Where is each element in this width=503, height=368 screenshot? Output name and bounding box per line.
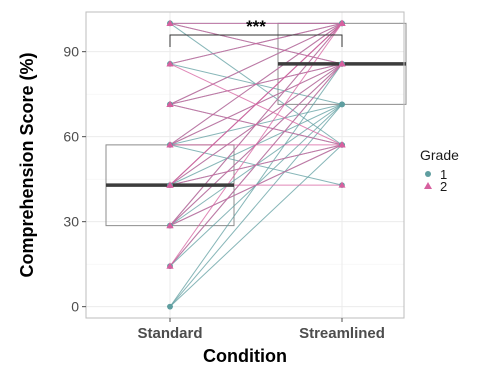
point-grade-2: [166, 19, 174, 26]
points: [166, 19, 346, 310]
legend-label-grade-2: 2: [440, 179, 447, 194]
point-grade-2: [166, 100, 174, 107]
y-axis-title: Comprehension Score (%): [17, 52, 37, 277]
legend-label-grade-1: 1: [440, 167, 447, 182]
point-grade-2: [166, 262, 174, 269]
y-tick-label: 60: [63, 129, 79, 145]
legend-key-grade-1: [425, 171, 431, 177]
point-grade-2: [166, 181, 174, 188]
x-tick-label: Standard: [137, 325, 202, 342]
y-axis-ticks: 0 30 60 90: [63, 44, 86, 315]
pair-line-grade-2: [169, 22, 343, 65]
pair-line-grade-2: [169, 22, 343, 105]
y-tick-label: 90: [63, 44, 79, 60]
significance-label: ***: [246, 17, 266, 36]
y-tick-label: 0: [71, 299, 79, 315]
point-grade-2: [166, 141, 174, 148]
point-grade-2: [166, 60, 174, 67]
significance-bracket: ***: [169, 17, 343, 47]
pair-line-grade-1: [169, 144, 343, 308]
x-axis-ticks: Standard Streamlined: [137, 318, 385, 342]
legend: Grade 12: [420, 147, 459, 194]
point-grade-1: [167, 303, 173, 310]
point-grade-1: [339, 101, 345, 108]
paired-lines: [169, 22, 343, 308]
x-tick-label: Streamlined: [299, 325, 385, 342]
point-grade-2: [166, 222, 174, 229]
y-tick-label: 30: [63, 214, 79, 230]
significance-bracket-line: [169, 34, 343, 47]
pair-line-grade-2: [169, 144, 343, 186]
point-grade-2: [338, 141, 346, 148]
point-grade-2: [338, 19, 346, 26]
point-grade-2: [338, 181, 346, 188]
point-grade-2: [338, 60, 346, 67]
legend-title: Grade: [420, 147, 459, 163]
x-axis-title: Condition: [203, 346, 287, 366]
pair-line-grade-2: [169, 103, 343, 146]
pair-line-grade-2: [169, 63, 343, 146]
pair-line-grade-2: [169, 63, 343, 105]
legend-key-grade-2: [424, 182, 432, 189]
panel-border: [85, 11, 405, 319]
